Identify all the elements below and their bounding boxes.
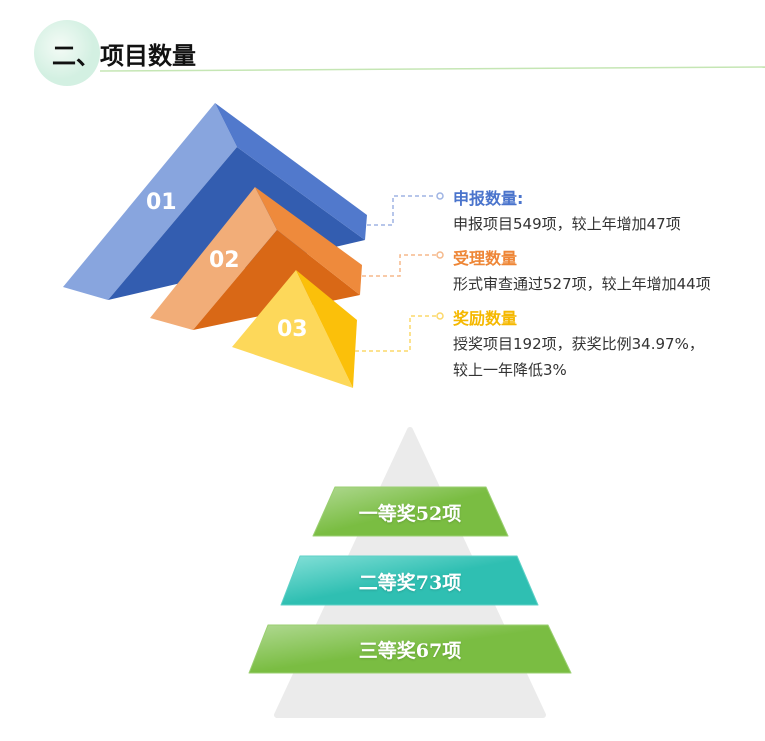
orange-right-face xyxy=(255,187,362,295)
award-bar-2 xyxy=(280,555,539,606)
item-desc-award-2: 较上一年降低3% xyxy=(453,361,567,379)
award-first: 一等奖52项 xyxy=(358,503,462,525)
orange-dot xyxy=(436,251,444,259)
orange-left-face xyxy=(150,187,277,330)
item-title-accept: 受理数量 xyxy=(453,249,518,268)
award-second: 二等奖73项 xyxy=(358,572,462,594)
item-desc-apply: 申报项目549项，较上年增加47项 xyxy=(453,215,681,233)
blue-right-face xyxy=(215,103,367,240)
yellow-left-face xyxy=(232,270,353,388)
yellow-right-face xyxy=(296,270,357,388)
yellow-dot xyxy=(436,312,444,320)
blue-connector xyxy=(367,195,436,226)
header-circle xyxy=(34,20,100,86)
orange-connector xyxy=(362,254,436,277)
award-bar-3 xyxy=(248,624,572,674)
header-underline xyxy=(99,66,765,72)
award-third: 三等奖67项 xyxy=(358,640,462,662)
label-03: 03 xyxy=(277,317,308,342)
item-desc-award-1: 授奖项目192项，获奖比例34.97%， xyxy=(453,335,704,353)
orange-front-face xyxy=(193,230,360,330)
blue-dot xyxy=(436,192,444,200)
page-title: 二、项目数量 xyxy=(52,42,196,70)
label-02: 02 xyxy=(209,248,240,273)
yellow-connector xyxy=(355,315,436,352)
item-desc-accept: 形式审查通过527项，较上年增加44项 xyxy=(453,275,711,293)
item-title-award: 奖励数量 xyxy=(453,309,518,328)
label-01: 01 xyxy=(146,190,177,215)
award-bar-1 xyxy=(312,486,509,537)
item-title-apply: 申报数量: xyxy=(453,189,524,208)
blue-left-face xyxy=(63,103,237,300)
